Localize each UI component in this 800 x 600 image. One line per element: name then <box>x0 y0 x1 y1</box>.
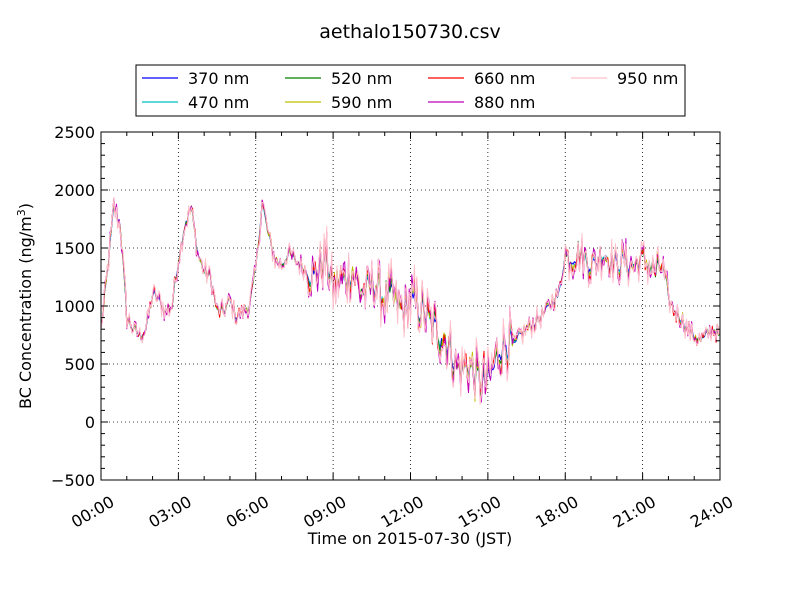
y-tick-label: 2500 <box>54 123 95 142</box>
legend-label: 520 nm <box>331 69 392 88</box>
y-axis-label-sup: 3 <box>15 209 28 216</box>
y-tick-label: 1500 <box>54 239 95 258</box>
y-axis-label-close: ) <box>16 203 35 209</box>
y-tick-label: −500 <box>51 471 95 490</box>
y-tick-label: 500 <box>64 355 95 374</box>
series-layer <box>100 197 721 405</box>
y-tick-label: 1000 <box>54 297 95 316</box>
legend-label: 370 nm <box>188 69 249 88</box>
legend: 370 nm 470 nm 520 nm 590 nm 660 nm 880 nm 950 … <box>135 64 686 117</box>
y-tick-label: 2000 <box>54 181 95 200</box>
legend-label: 590 nm <box>331 93 392 112</box>
chart-title: aethalo150730.csv <box>319 21 501 43</box>
legend-label: 660 nm <box>474 69 535 88</box>
y-axis-label: BC Concentration (ng/m3) <box>15 203 35 409</box>
y-tick-label: 0 <box>85 413 95 432</box>
series-line-950-nm <box>100 197 721 405</box>
legend-label: 470 nm <box>188 93 249 112</box>
legend-frame <box>135 64 686 117</box>
y-axis-label-main: BC Concentration (ng/m <box>16 216 35 409</box>
legend-label: 880 nm <box>474 93 535 112</box>
x-axis-label: Time on 2015-07-30 (JST) <box>307 529 512 548</box>
legend-label: 950 nm <box>617 69 678 88</box>
